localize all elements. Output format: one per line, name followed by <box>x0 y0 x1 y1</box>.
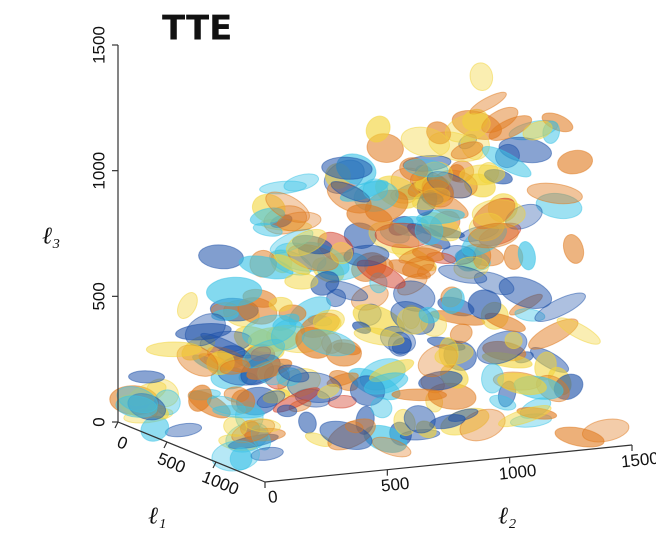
z-tick-label: 1500 <box>89 26 108 64</box>
isosurface-blob <box>392 389 447 401</box>
isosurface-blob <box>468 61 495 92</box>
isosurface-blob <box>560 232 587 266</box>
isosurface-blob <box>269 297 292 311</box>
x-tick-label: 500 <box>155 449 188 477</box>
isosurface-blob <box>128 370 164 383</box>
z-tick-label: 0 <box>89 417 108 426</box>
isosurface-blob <box>146 342 201 357</box>
isosurface-rendering <box>109 61 631 474</box>
y-tick-label: 1000 <box>498 461 538 484</box>
isosurface-blob <box>296 410 319 436</box>
x-tick <box>115 422 118 428</box>
isosurface-blob <box>277 405 297 417</box>
isosurface-blob <box>526 180 584 207</box>
y-tick-label: 500 <box>380 474 410 496</box>
isosurface-blob <box>173 289 201 322</box>
z-axis-label: ℓ₃ <box>42 224 60 250</box>
isosurface-blob <box>282 171 320 195</box>
chart-title: TTE <box>162 9 232 49</box>
y-axis-label: ℓ₂ <box>498 504 516 530</box>
z-tick-label: 500 <box>89 282 108 310</box>
isosurface-blob <box>285 273 318 289</box>
y-axis <box>265 445 632 482</box>
chart: TTE ℓ₃ ℓ₁ ℓ₂ 0 500 1000 1500 0 500 1000 0 500 100… <box>0 0 656 533</box>
isosurface-blob <box>198 243 245 270</box>
y-tick-label: 0 <box>267 487 278 507</box>
isosurface-blob <box>556 148 595 177</box>
z-tick-label: 1000 <box>89 152 108 190</box>
x-axis-label: ℓ₁ <box>148 504 166 530</box>
x-tick <box>164 442 167 448</box>
isosurface-blob <box>363 179 388 201</box>
isosurface-blob <box>164 421 202 439</box>
x-tick-label: 1000 <box>199 467 241 499</box>
y-tick-label: 1500 <box>620 449 656 472</box>
x-tick-label: 0 <box>114 432 130 453</box>
